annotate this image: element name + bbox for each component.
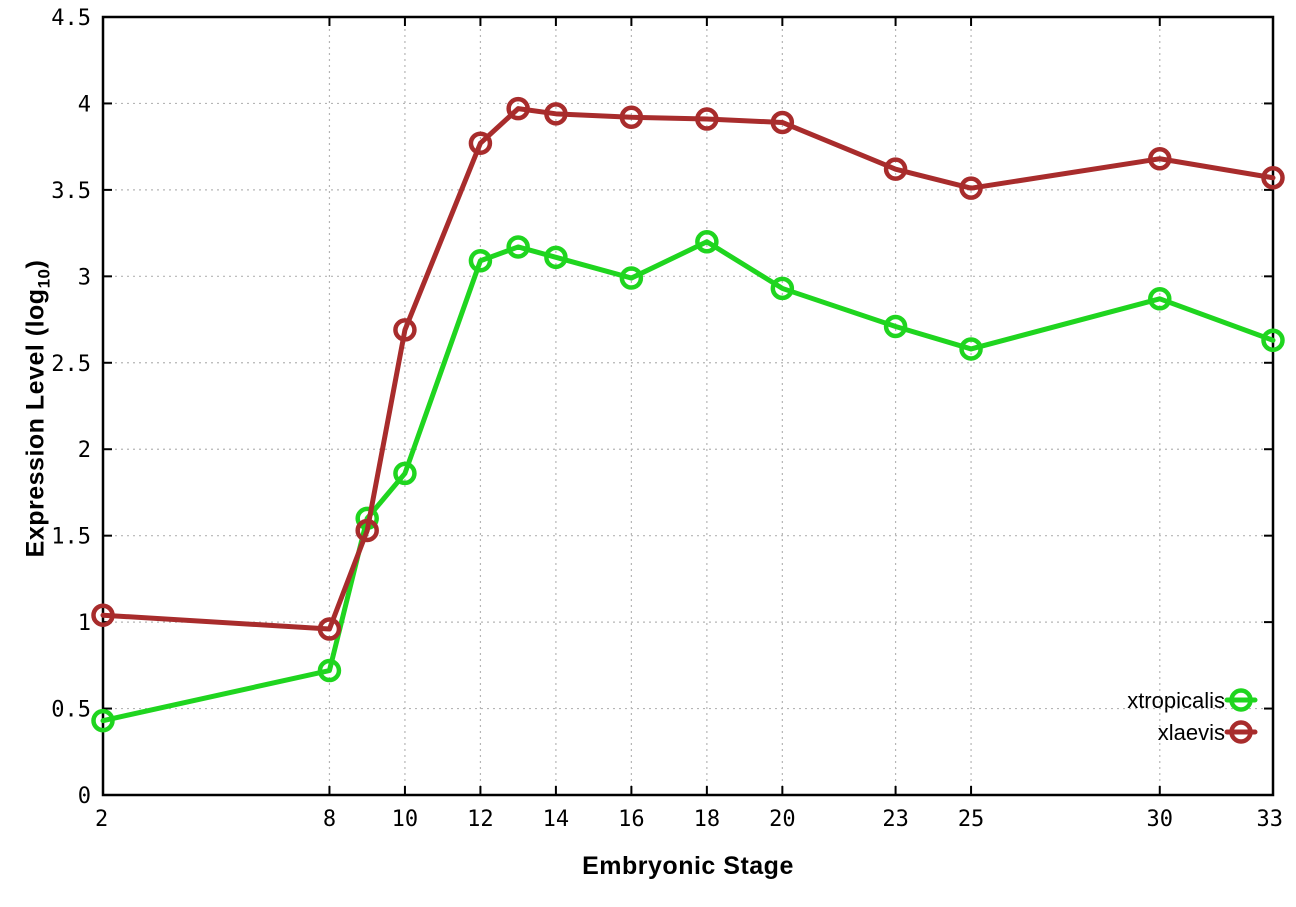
x-tick-label: 20 <box>769 807 796 832</box>
data-point-xlaevis <box>468 131 493 155</box>
data-point-xtropicalis <box>695 230 719 254</box>
y-tick-label: 0.5 <box>51 698 91 723</box>
y-tick-label: 0 <box>78 784 91 809</box>
data-point-xtropicalis <box>544 245 568 270</box>
legend-label-xtropicalis: xtropicalis <box>1127 688 1225 713</box>
data-point-xlaevis <box>544 102 568 126</box>
x-tick-label: 33 <box>1257 807 1284 832</box>
y-axis-title-close: ) <box>21 259 50 269</box>
data-point-xlaevis <box>883 157 908 181</box>
x-tick-label: 10 <box>392 807 419 832</box>
legend-marker-xlaevis <box>1229 720 1253 744</box>
y-tick-label: 3.5 <box>51 179 91 204</box>
data-point-xlaevis <box>506 96 530 121</box>
data-point-xtropicalis <box>1261 328 1285 353</box>
series-line-xlaevis <box>100 106 1276 632</box>
y-tick-label: 2 <box>78 438 91 463</box>
plot-border <box>101 15 1275 797</box>
x-tick-label: 18 <box>694 807 721 832</box>
data-point-xtropicalis <box>770 276 795 301</box>
x-tick-label: 12 <box>467 807 494 832</box>
y-axis-title-subscript: 10 <box>34 268 54 289</box>
data-point-xtropicalis <box>619 266 644 290</box>
x-tick-label: 25 <box>958 807 985 832</box>
data-point-xlaevis <box>317 617 342 641</box>
data-point-xlaevis <box>91 603 115 627</box>
legend-marker-xtropicalis <box>1229 688 1253 712</box>
data-point-xtropicalis <box>883 314 908 339</box>
x-axis-title: Embryonic Stage <box>582 852 794 880</box>
x-tick-label: 16 <box>618 807 645 832</box>
data-point-xlaevis <box>770 110 795 135</box>
y-tick-label: 1.5 <box>51 525 91 550</box>
x-tick-label: 2 <box>95 807 108 832</box>
data-point-xlaevis <box>1148 147 1172 171</box>
x-tick-label: 14 <box>543 807 570 832</box>
y-axis-title-text: Expression Level (log <box>21 288 50 558</box>
y-tick-label: 4.5 <box>51 6 91 31</box>
y-tick-label: 2.5 <box>51 352 91 377</box>
data-point-xlaevis <box>393 318 417 342</box>
data-point-xtropicalis <box>506 235 530 259</box>
data-point-xtropicalis <box>959 337 983 361</box>
data-point-xtropicalis <box>1148 287 1172 311</box>
data-point-xlaevis <box>959 176 983 200</box>
data-point-xtropicalis <box>468 249 493 273</box>
x-tick-label: 30 <box>1147 807 1174 832</box>
y-tick-label: 3 <box>78 265 91 290</box>
x-tick-label: 8 <box>323 807 336 832</box>
x-tick-label: 23 <box>882 807 909 832</box>
data-point-xtropicalis <box>91 708 115 733</box>
y-tick-label: 1 <box>78 611 91 636</box>
data-point-xlaevis <box>355 518 379 543</box>
data-point-xlaevis <box>1261 166 1285 190</box>
y-axis-title: Expression Level (log10) <box>22 109 55 709</box>
data-point-xtropicalis <box>393 461 417 486</box>
y-tick-label: 4 <box>78 92 91 117</box>
series-line-xtropicalis <box>100 239 1276 724</box>
data-point-xlaevis <box>695 107 719 131</box>
legend-label-xlaevis: xlaevis <box>1158 720 1225 745</box>
data-point-xlaevis <box>619 105 644 130</box>
data-point-xtropicalis <box>317 658 342 683</box>
